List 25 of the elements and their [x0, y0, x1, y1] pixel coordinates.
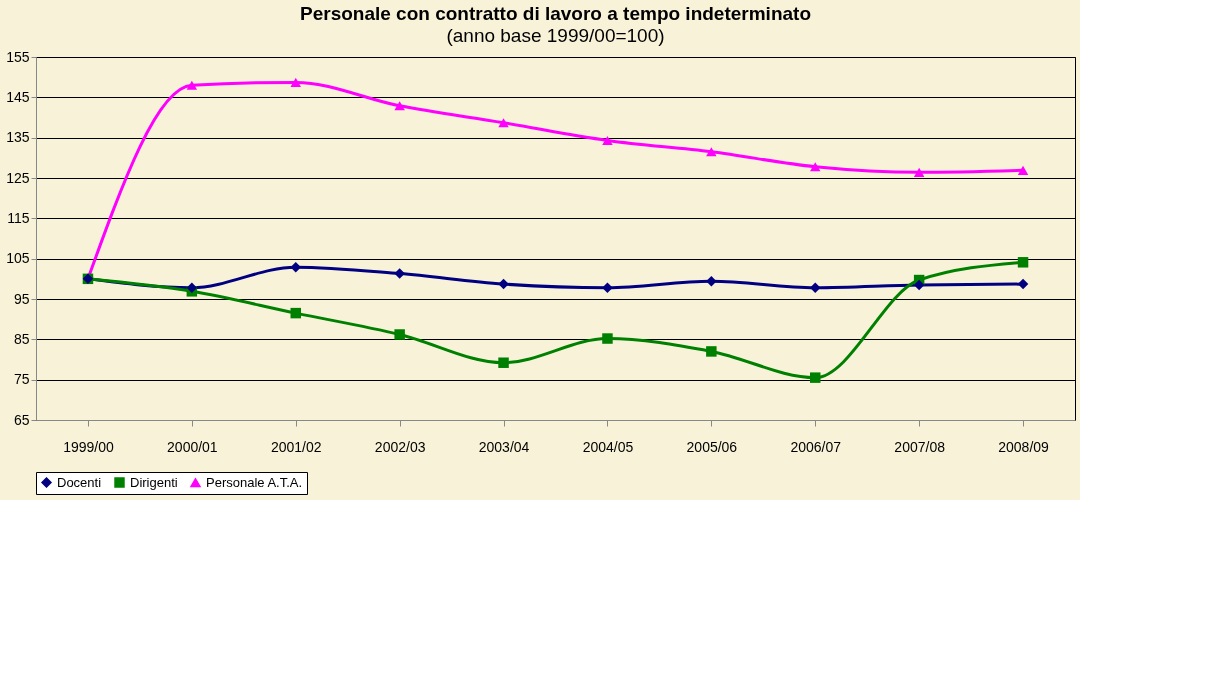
x-tick-label: 2000/01 — [167, 438, 218, 455]
legend-label: Dirigenti — [130, 474, 178, 490]
x-tick-label: 1999/00 — [63, 438, 114, 455]
y-tick-label: 105 — [6, 250, 30, 267]
x-tick-label: 2003/04 — [478, 438, 530, 455]
y-tick-label: 145 — [6, 88, 30, 105]
y-tick-label: 75 — [13, 371, 30, 388]
x-tick-label: 2005/06 — [686, 438, 738, 455]
x-tick-label: 2004/05 — [582, 438, 634, 455]
x-tick-label: 2008/09 — [998, 438, 1050, 455]
chart-subtitle: (anno base 1999/00=100) — [446, 25, 665, 46]
y-tick-label: 95 — [13, 290, 30, 307]
y-tick-label: 65 — [13, 411, 30, 428]
x-tick-label: 2007/08 — [894, 438, 946, 455]
legend-label: Docenti — [57, 474, 102, 490]
chart-title: Personale con contratto di lavoro a tempo indeterminato — [300, 3, 811, 24]
y-tick-label: 115 — [7, 209, 30, 226]
y-tick-label: 155 — [6, 48, 30, 65]
x-tick-label: 2001/02 — [270, 438, 322, 455]
y-tick-label: 135 — [6, 129, 30, 146]
y-tick-label: 85 — [13, 330, 30, 347]
legend-label: Personale A.T.A. — [206, 474, 303, 490]
x-tick-label: 2006/07 — [790, 438, 842, 455]
x-tick-label: 2002/03 — [374, 438, 426, 455]
y-tick-label: 125 — [6, 169, 30, 186]
